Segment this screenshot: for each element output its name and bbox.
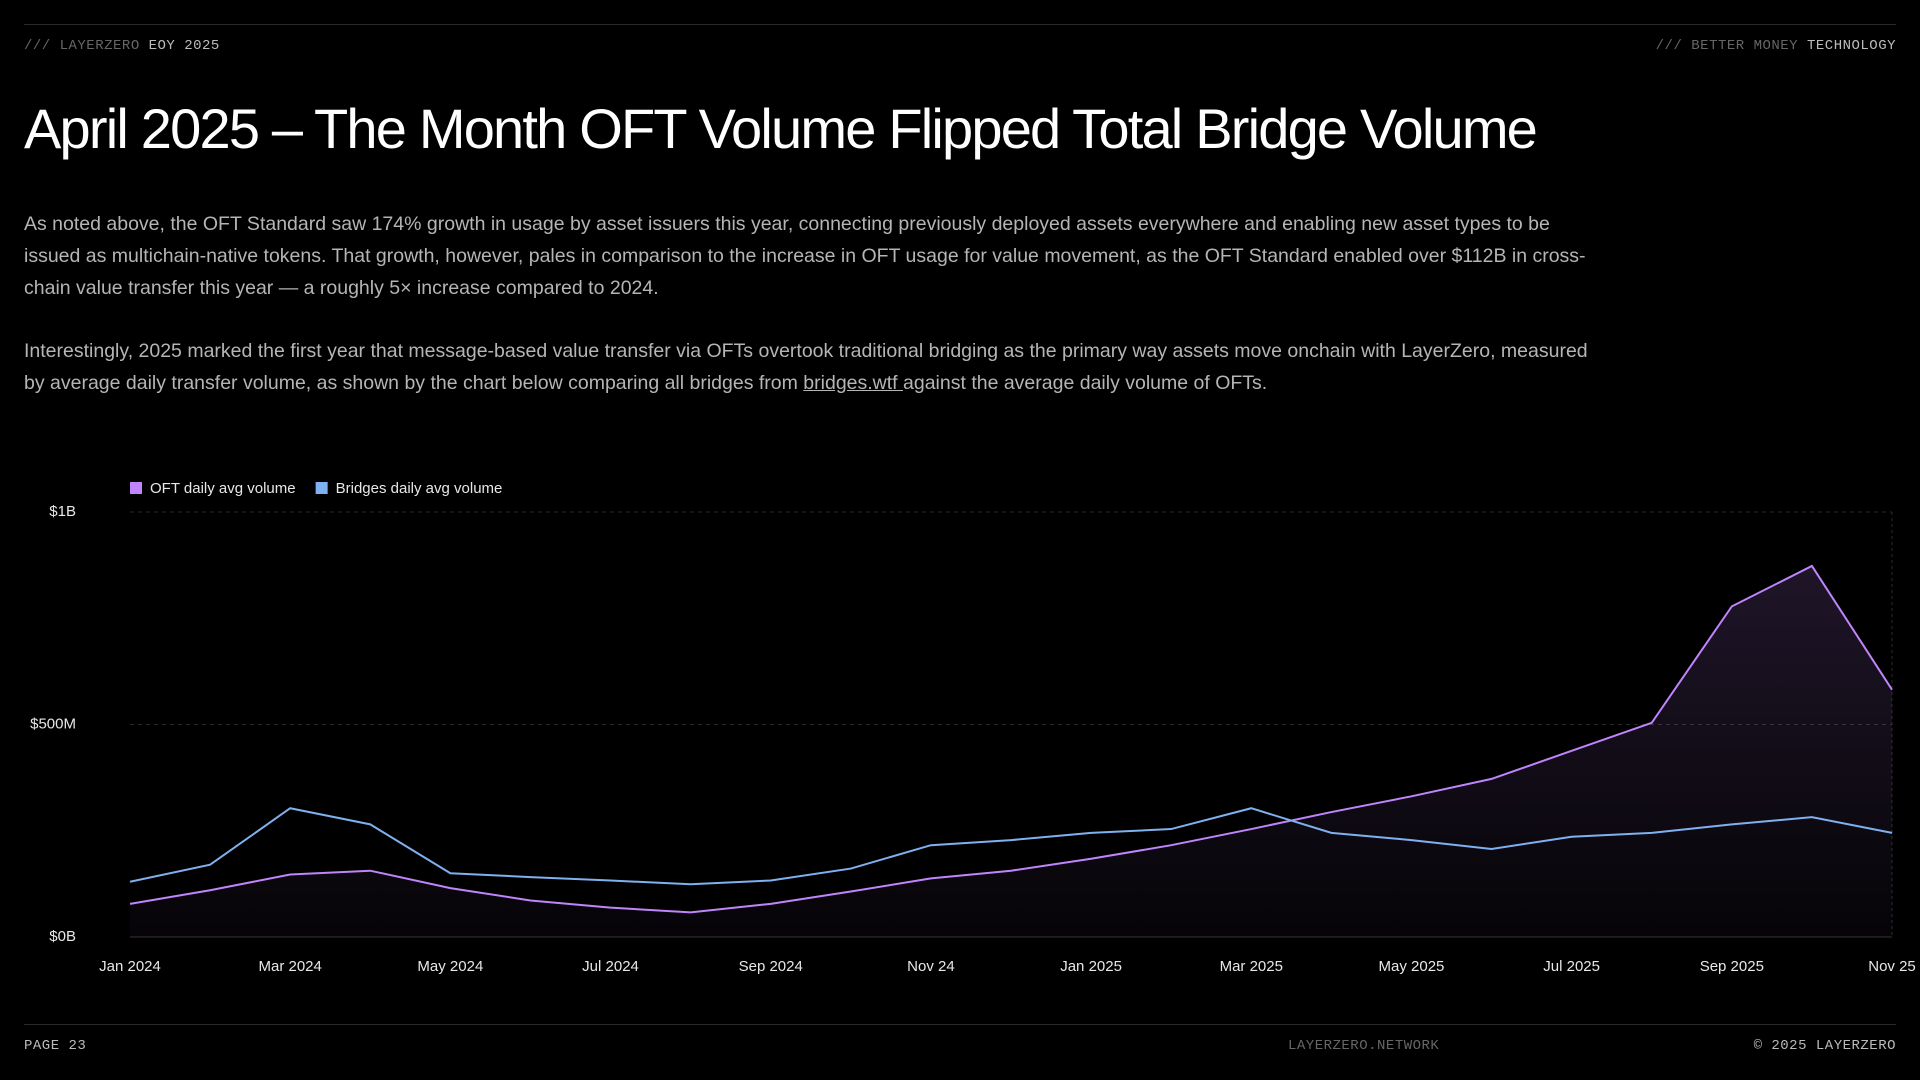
legend-label: OFT daily avg volume xyxy=(150,480,296,497)
x-tick-label: Jan 2024 xyxy=(99,958,161,975)
page-title: April 2025 – The Month OFT Volume Flippe… xyxy=(24,97,1538,160)
legend-label: Bridges daily avg volume xyxy=(336,480,503,497)
x-tick-label: Nov 24 xyxy=(907,958,955,975)
x-tick-label: Mar 2024 xyxy=(258,958,321,975)
link[interactable]: bridges.wtf xyxy=(803,372,904,394)
legend-swatch xyxy=(130,482,142,494)
footer-site: LAYERZERO.NETWORK xyxy=(1288,1038,1440,1054)
area xyxy=(130,565,1892,937)
x-tick-label: Jan 2025 xyxy=(1060,958,1122,975)
x-tick-label: Jul 2025 xyxy=(1543,958,1600,975)
text: against the average daily volume of OFTs… xyxy=(903,372,1268,394)
x-tick-label: Sep 2025 xyxy=(1700,958,1764,975)
paragraph: Interestingly, 2025 marked the first yea… xyxy=(24,335,1604,399)
x-tick-label: May 2024 xyxy=(417,958,483,975)
line xyxy=(129,807,1893,886)
x-tick-label: Mar 2025 xyxy=(1220,958,1283,975)
header-muted: /// BETTER MONEY xyxy=(1655,38,1799,54)
y-tick-label: $0B xyxy=(49,928,76,945)
header-right: /// BETTER MONEY TECHNOLOGY xyxy=(1656,38,1896,54)
text: Interestingly, 2025 marked the first yea… xyxy=(24,340,1588,394)
header-label: TECHNOLOGY xyxy=(1806,38,1896,54)
chart: $0B $500M $1B Jan 2024 Mar 2024 May 2024 Jul 2… xyxy=(30,480,1916,975)
page-number: PAGE 23 xyxy=(24,1038,87,1054)
y-tick-label: $500M xyxy=(30,715,76,732)
bottom-rule xyxy=(24,1024,1896,1025)
x-tick-label: Jul 2024 xyxy=(582,958,639,975)
header-left: /// LAYERZERO EOY 2025 xyxy=(24,38,220,54)
footer-copyright: © 2025 LAYERZERO xyxy=(1753,1038,1896,1054)
y-tick-label: $1B xyxy=(49,503,76,520)
header-label: EOY 2025 xyxy=(148,38,220,54)
line xyxy=(129,564,1893,914)
x-tick-label: Nov 25 xyxy=(1868,958,1916,975)
x-tick-label: May 2025 xyxy=(1379,958,1445,975)
legend-swatch xyxy=(315,482,328,494)
x-tick-label: Sep 2024 xyxy=(739,958,803,975)
header-muted: /// LAYERZERO xyxy=(24,38,140,54)
top-rule xyxy=(24,24,1896,25)
paragraph: As noted above, the OFT Standard saw 174… xyxy=(24,213,1586,299)
